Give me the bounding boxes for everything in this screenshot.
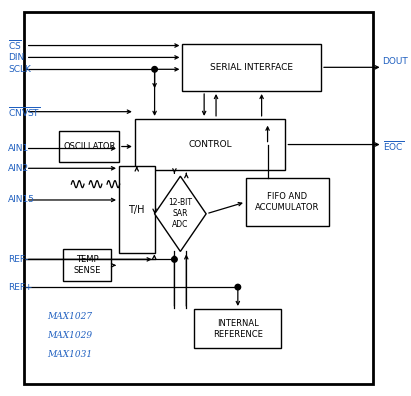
Bar [60, 131, 119, 162]
Text: AIN15: AIN15 [8, 196, 35, 204]
Circle shape [152, 67, 157, 72]
Text: DOUT: DOUT [383, 57, 408, 66]
Bar [246, 178, 329, 226]
Circle shape [235, 284, 240, 290]
Bar [182, 44, 321, 91]
Text: 12-BIT
SAR
ADC: 12-BIT SAR ADC [169, 198, 192, 229]
Text: MAX1031: MAX1031 [48, 350, 93, 359]
Polygon shape [155, 176, 206, 251]
Text: INTERNAL
REFERENCE: INTERNAL REFERENCE [213, 319, 263, 339]
Text: T/H: T/H [129, 205, 145, 215]
Bar [24, 12, 373, 384]
Text: REF+: REF+ [8, 283, 32, 291]
Text: SCLK: SCLK [8, 65, 31, 74]
Text: FIFO AND
ACCUMULATOR: FIFO AND ACCUMULATOR [255, 192, 320, 212]
Text: AIN1: AIN1 [8, 144, 29, 153]
Bar [135, 119, 285, 170]
Text: REF-: REF- [8, 255, 28, 264]
Text: CONTROL: CONTROL [188, 140, 232, 149]
Circle shape [172, 257, 177, 262]
Text: MAX1029: MAX1029 [48, 331, 93, 340]
Text: SERIAL INTERFACE: SERIAL INTERFACE [210, 63, 293, 72]
Text: $\overline{\rm CNVST}$: $\overline{\rm CNVST}$ [8, 105, 40, 119]
Text: $\overline{\rm EOC}$: $\overline{\rm EOC}$ [383, 139, 404, 154]
Text: OSCILLATOR: OSCILLATOR [63, 142, 115, 151]
Text: TEMP
SENSE: TEMP SENSE [74, 255, 101, 275]
Text: $\overline{\rm CS}$: $\overline{\rm CS}$ [8, 38, 22, 53]
Bar [63, 249, 111, 281]
Bar [194, 309, 282, 348]
Bar [119, 166, 155, 253]
Text: DIN: DIN [8, 53, 24, 62]
Text: MAX1027: MAX1027 [48, 312, 93, 321]
Text: AIN2: AIN2 [8, 164, 29, 173]
